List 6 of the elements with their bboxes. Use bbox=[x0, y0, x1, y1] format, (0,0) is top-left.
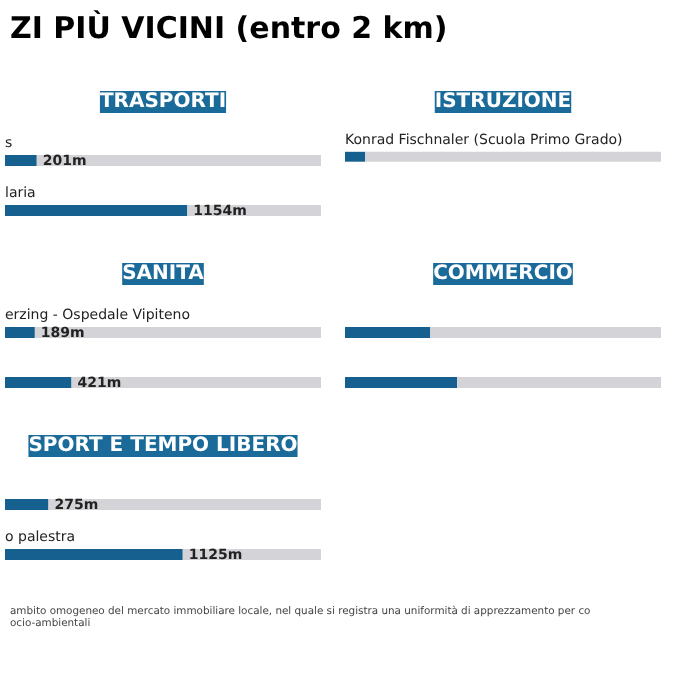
chart-title: TRASPORTI bbox=[99, 91, 227, 113]
text: ZI PIÙ VICINI (entro 2 km) bbox=[10, 10, 448, 46]
chart-title: SPORT E TEMPO LIBERO bbox=[28, 435, 298, 457]
chart-title: SANITÀ bbox=[122, 259, 205, 285]
chart-title: COMMERCIO bbox=[433, 263, 573, 285]
chart-title: ISTRUZIONE bbox=[434, 91, 572, 113]
